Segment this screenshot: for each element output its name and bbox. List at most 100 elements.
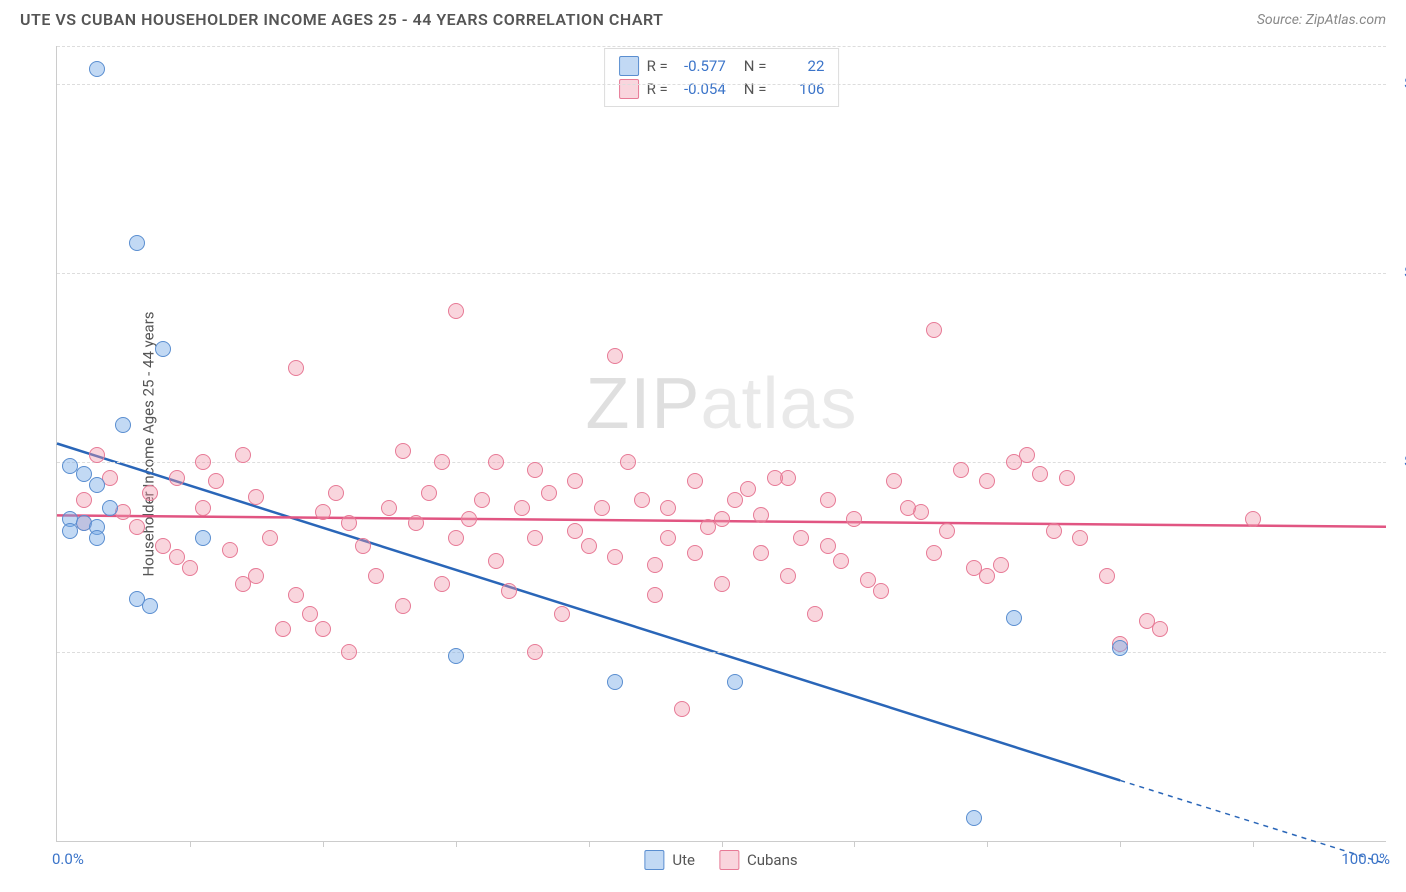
- data-point: [275, 621, 291, 637]
- data-point: [753, 507, 769, 523]
- data-point: [381, 500, 397, 516]
- data-point: [527, 530, 543, 546]
- stats-legend-box: R =-0.577N =22R =-0.054N =106: [604, 48, 840, 107]
- data-point: [102, 500, 118, 516]
- data-point: [155, 538, 171, 554]
- data-point: [169, 549, 185, 565]
- stat-r-value: -0.577: [676, 55, 726, 78]
- watermark-light: atlas: [700, 364, 857, 444]
- x-tick: [1253, 841, 1254, 847]
- data-point: [687, 473, 703, 489]
- legend-swatch: [644, 850, 664, 870]
- data-point: [1019, 447, 1035, 463]
- data-point: [527, 644, 543, 660]
- data-point: [315, 504, 331, 520]
- data-point: [182, 560, 198, 576]
- legend-item: Cubans: [719, 850, 798, 870]
- data-point: [248, 568, 264, 584]
- data-point: [1245, 511, 1261, 527]
- data-point: [926, 545, 942, 561]
- stat-n-value: 22: [774, 55, 824, 78]
- data-point: [62, 523, 78, 539]
- x-tick: [589, 841, 590, 847]
- legend-label: Cubans: [747, 851, 798, 869]
- data-point: [1046, 523, 1062, 539]
- data-point: [620, 454, 636, 470]
- data-point: [753, 545, 769, 561]
- legend-label: Ute: [672, 851, 695, 869]
- series-legend: Ute Cubans: [644, 850, 797, 870]
- data-point: [953, 462, 969, 478]
- data-point: [634, 492, 650, 508]
- legend-swatch: [619, 79, 639, 99]
- y-tick-label: $100,000: [1391, 452, 1406, 470]
- data-point: [501, 583, 517, 599]
- data-point: [89, 530, 105, 546]
- gridline: [57, 84, 1386, 85]
- data-point: [195, 530, 211, 546]
- data-point: [714, 576, 730, 592]
- data-point: [142, 485, 158, 501]
- plot-region: ZIPatlas R =-0.577N =22R =-0.054N =106 $…: [56, 46, 1386, 842]
- data-point: [581, 538, 597, 554]
- data-point: [448, 530, 464, 546]
- data-point: [195, 454, 211, 470]
- chart-area: Householder Income Ages 25 - 44 years ZI…: [56, 46, 1386, 842]
- data-point: [939, 523, 955, 539]
- data-point: [860, 572, 876, 588]
- data-point: [674, 701, 690, 717]
- data-point: [647, 587, 663, 603]
- data-point: [235, 447, 251, 463]
- legend-swatch: [719, 850, 739, 870]
- y-tick-label: $50,000: [1391, 642, 1406, 660]
- data-point: [1006, 610, 1022, 626]
- stats-row: R =-0.054N =106: [619, 78, 825, 101]
- data-point: [554, 606, 570, 622]
- trend-lines: [57, 46, 1386, 841]
- stat-n-value: 106: [774, 78, 824, 101]
- data-point: [195, 500, 211, 516]
- gridline: [57, 273, 1386, 274]
- source-label: Source: ZipAtlas.com: [1257, 12, 1386, 28]
- data-point: [567, 523, 583, 539]
- data-point: [355, 538, 371, 554]
- data-point: [966, 810, 982, 826]
- data-point: [740, 481, 756, 497]
- trend-line: [57, 444, 1120, 781]
- gridline: [57, 652, 1386, 653]
- data-point: [926, 322, 942, 338]
- x-tick: [854, 841, 855, 847]
- gridline: [57, 46, 1386, 47]
- x-axis-min-label: 0.0%: [52, 850, 84, 868]
- data-point: [966, 560, 982, 576]
- stat-r-label: R =: [647, 78, 668, 101]
- data-point: [660, 500, 676, 516]
- data-point: [820, 492, 836, 508]
- data-point: [793, 530, 809, 546]
- data-point: [488, 553, 504, 569]
- data-point: [660, 530, 676, 546]
- data-point: [315, 621, 331, 637]
- legend-item: Ute: [644, 850, 695, 870]
- data-point: [488, 454, 504, 470]
- data-point: [1059, 470, 1075, 486]
- data-point: [448, 303, 464, 319]
- data-point: [1032, 466, 1048, 482]
- data-point: [727, 492, 743, 508]
- stats-row: R =-0.577N =22: [619, 55, 825, 78]
- data-point: [527, 462, 543, 478]
- data-point: [341, 515, 357, 531]
- y-tick-label: $150,000: [1391, 263, 1406, 281]
- data-point: [155, 341, 171, 357]
- data-point: [1099, 568, 1115, 584]
- data-point: [248, 489, 264, 505]
- watermark-bold: ZIP: [585, 364, 700, 444]
- watermark: ZIPatlas: [585, 363, 857, 445]
- stat-r-value: -0.054: [676, 78, 726, 101]
- data-point: [873, 583, 889, 599]
- data-point: [714, 511, 730, 527]
- data-point: [461, 511, 477, 527]
- chart-header: UTE VS CUBAN HOUSEHOLDER INCOME AGES 25 …: [0, 0, 1406, 33]
- data-point: [1152, 621, 1168, 637]
- data-point: [434, 454, 450, 470]
